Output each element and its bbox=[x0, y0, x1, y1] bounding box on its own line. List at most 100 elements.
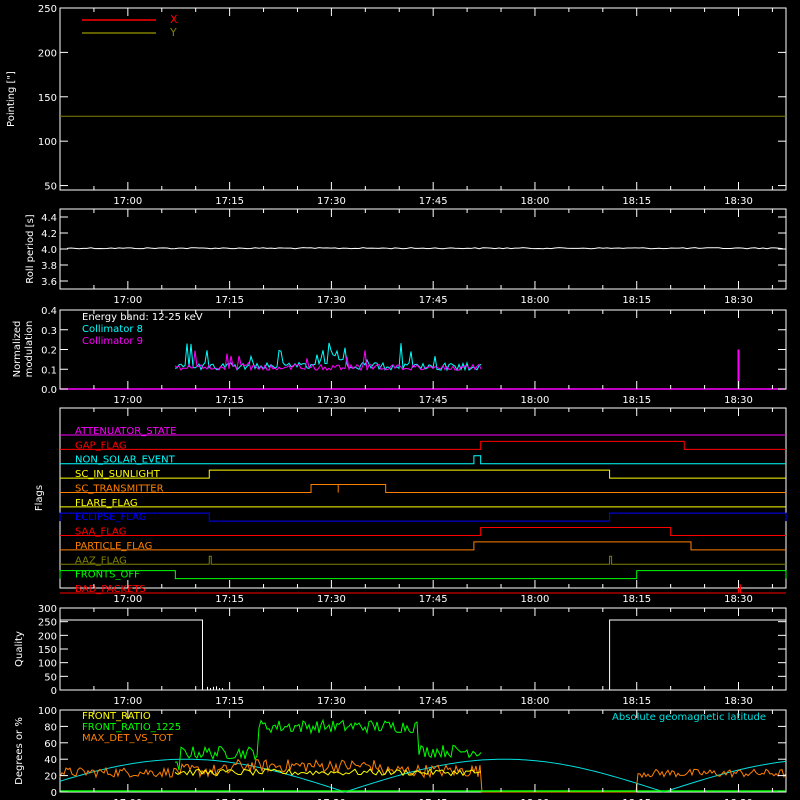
x-tick-label: 17:00 bbox=[113, 196, 142, 207]
x-tick-label: 18:00 bbox=[521, 594, 550, 605]
flag-label: AAZ_FLAG bbox=[75, 555, 127, 566]
x-tick-label: 17:45 bbox=[419, 798, 448, 800]
x-tick-label: 18:15 bbox=[622, 798, 651, 800]
y-tick-label: 0.0 bbox=[41, 385, 57, 396]
y-tick-label: 0.1 bbox=[41, 365, 57, 376]
x-tick-label: 17:15 bbox=[215, 594, 244, 605]
modulation-ylabel-line1: Normalized bbox=[12, 321, 23, 378]
ratios-series bbox=[59, 718, 787, 793]
quality-axes: 17:00 17:15 17:30 17:45 18:00 18:15 18:30 0 50 10… bbox=[38, 604, 786, 707]
y-tick-label: 4.4 bbox=[41, 213, 57, 224]
x-tick-label: 18:30 bbox=[724, 295, 753, 306]
x-tick-label: 18:15 bbox=[622, 696, 651, 707]
x-tick-label: 17:15 bbox=[215, 395, 244, 406]
y-tick-label: 200 bbox=[38, 631, 57, 642]
x-tick-label: 17:00 bbox=[113, 295, 142, 306]
x-tick-label: 17:00 bbox=[113, 798, 142, 800]
flags-ylabel: Flags bbox=[34, 485, 45, 511]
pointing-frame bbox=[59, 7, 787, 191]
collimator-9-line bbox=[174, 350, 482, 372]
ratios-frame bbox=[59, 709, 787, 793]
x-tick-label: 17:15 bbox=[215, 696, 244, 707]
flag-label: FRONTS_OFF bbox=[75, 570, 140, 581]
flag-label: PARTICLE_FLAG bbox=[75, 541, 152, 552]
x-tick-label: 18:30 bbox=[724, 594, 753, 605]
quality-panel: 17:00 17:15 17:30 17:45 18:00 18:15 18:30 0 50 10… bbox=[14, 604, 787, 707]
geomag-label: Absolute geomagnetic latitude bbox=[612, 712, 766, 723]
modulation-panel: 17:00 17:15 17:30 17:45 18:00 18:15 18:30 0.0 0.… bbox=[12, 306, 787, 406]
y-tick-label: 250 bbox=[38, 4, 57, 15]
y-tick-label: 20 bbox=[44, 772, 57, 783]
x-tick-label: 17:30 bbox=[317, 395, 346, 406]
flag-label: NON_SOLAR_EVENT bbox=[75, 455, 176, 466]
flags-axes: 17:00 17:15 17:30 17:45 18:00 18:15 18:30 bbox=[59, 408, 773, 605]
x-tick-label: 18:30 bbox=[724, 696, 753, 707]
ratios-axes: 17:00 17:15 17:30 17:45 18:00 18:15 18:30 0 20 40… bbox=[38, 706, 786, 800]
flag-line-3 bbox=[60, 469, 786, 479]
collimator-8-label: Collimator 8 bbox=[82, 324, 143, 335]
legend-front-ratio: FRONT_RATIO bbox=[82, 711, 151, 722]
y-tick-label: 250 bbox=[38, 618, 57, 629]
flag-line-1 bbox=[60, 440, 786, 450]
x-tick-label: 17:45 bbox=[419, 395, 448, 406]
flag-label: SAA_FLAG bbox=[75, 527, 126, 538]
pointing-panel: 17:00 17:15 17:30 17:45 18:00 18:15 18:30 50 100… bbox=[6, 4, 787, 207]
x-tick-label: 17:00 bbox=[113, 696, 142, 707]
x-tick-label: 18:15 bbox=[622, 295, 651, 306]
x-tick-label: 18:00 bbox=[521, 696, 550, 707]
x-tick-label: 18:30 bbox=[724, 798, 753, 800]
x-tick-label: 17:45 bbox=[419, 696, 448, 707]
flag-label: FLARE_FLAG bbox=[75, 498, 138, 509]
flag-label: GAP_FLAG bbox=[75, 440, 127, 451]
y-tick-label: 40 bbox=[44, 755, 57, 766]
roll-line bbox=[66, 247, 784, 250]
roll-series bbox=[66, 247, 784, 250]
flag-line-6 bbox=[59, 512, 787, 522]
x-tick-label: 17:30 bbox=[317, 696, 346, 707]
y-tick-label: 3.8 bbox=[41, 261, 57, 272]
pointing-ylabel: Pointing ["] bbox=[6, 71, 17, 127]
flags-frame bbox=[59, 407, 787, 589]
x-tick-label: 17:00 bbox=[113, 594, 142, 605]
y-tick-label: 0.4 bbox=[41, 306, 57, 317]
x-tick-label: 17:15 bbox=[215, 196, 244, 207]
x-tick-label: 18:30 bbox=[724, 395, 753, 406]
roll-panel: 17:00 17:15 17:30 17:45 18:00 18:15 18:30 3.6 3.… bbox=[25, 208, 787, 306]
collimator-9-label: Collimator 9 bbox=[82, 336, 143, 347]
y-tick-label: 100 bbox=[38, 659, 57, 670]
modulation-ylabel-line2: modulation bbox=[24, 321, 35, 378]
flag-line-10 bbox=[59, 570, 787, 580]
x-tick-label: 17:15 bbox=[215, 798, 244, 800]
flag-label: ATTENUATOR_STATE bbox=[75, 426, 176, 437]
x-tick-label: 18:00 bbox=[521, 798, 550, 800]
quality-line bbox=[60, 619, 786, 691]
flag-label: SC_IN_SUNLIGHT bbox=[75, 469, 161, 480]
flag-line-8 bbox=[60, 541, 786, 551]
roll-axes: 17:00 17:15 17:30 17:45 18:00 18:15 18:30 3.6 3.… bbox=[41, 209, 786, 306]
ratios-ylabel: Degrees or % bbox=[14, 717, 25, 785]
x-tick-label: 18:15 bbox=[622, 196, 651, 207]
legend-y-label: Y bbox=[169, 26, 177, 39]
flag-line-9 bbox=[60, 555, 786, 565]
flags-panel: ATTENUATOR_STATE GAP_FLAG NON_SOLAR_EVENT S… bbox=[34, 407, 787, 605]
legend-front-ratio-1225: FRONT_RATIO_1225 bbox=[82, 722, 181, 733]
flag-line-11 bbox=[60, 584, 786, 594]
modulation-axes: 17:00 17:15 17:30 17:45 18:00 18:15 18:30 0.0 0.… bbox=[41, 306, 786, 406]
flags-series: ATTENUATOR_STATE GAP_FLAG NON_SOLAR_EVENT S… bbox=[59, 426, 787, 595]
y-tick-label: 50 bbox=[44, 182, 57, 193]
x-tick-label: 17:45 bbox=[419, 594, 448, 605]
y-tick-label: 100 bbox=[38, 137, 57, 148]
y-tick-label: 0.2 bbox=[41, 346, 57, 357]
flag-label: SC_TRANSMITTER bbox=[75, 483, 164, 494]
x-tick-label: 18:00 bbox=[521, 196, 550, 207]
pointing-axes: 17:00 17:15 17:30 17:45 18:00 18:15 18:30 50 100… bbox=[38, 4, 786, 207]
quality-series bbox=[60, 619, 786, 691]
y-tick-label: 300 bbox=[38, 604, 57, 615]
x-tick-label: 17:15 bbox=[215, 295, 244, 306]
legend-max-det: MAX_DET_VS_TOT bbox=[82, 733, 174, 744]
y-tick-label: 0.3 bbox=[41, 326, 57, 337]
y-tick-label: 3.6 bbox=[41, 277, 57, 288]
x-tick-label: 17:45 bbox=[419, 196, 448, 207]
y-tick-label: 150 bbox=[38, 645, 57, 656]
